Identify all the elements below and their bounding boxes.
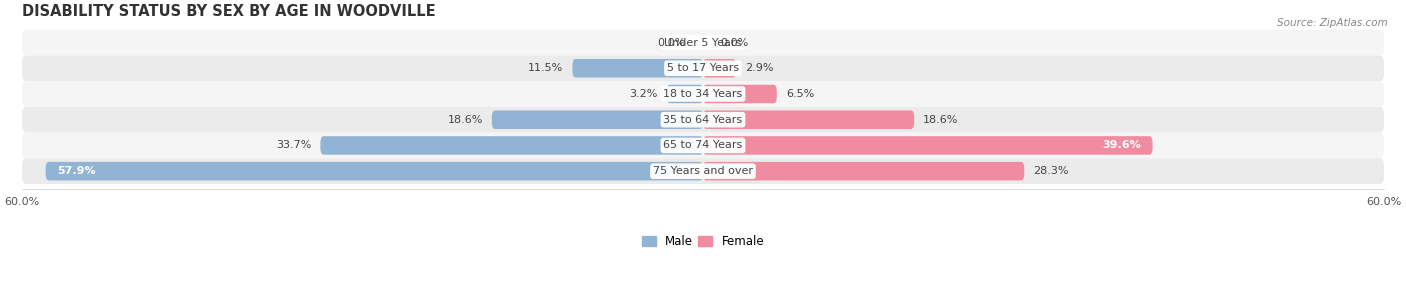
FancyBboxPatch shape (321, 136, 703, 155)
FancyBboxPatch shape (21, 30, 1385, 55)
FancyBboxPatch shape (21, 158, 1385, 184)
Text: 75 Years and over: 75 Years and over (652, 166, 754, 176)
FancyBboxPatch shape (703, 136, 1153, 155)
FancyBboxPatch shape (572, 59, 703, 78)
FancyBboxPatch shape (21, 133, 1385, 158)
Text: DISABILITY STATUS BY SEX BY AGE IN WOODVILLE: DISABILITY STATUS BY SEX BY AGE IN WOODV… (21, 4, 436, 19)
Text: 2.9%: 2.9% (745, 63, 773, 73)
FancyBboxPatch shape (45, 162, 703, 181)
FancyBboxPatch shape (703, 59, 735, 78)
FancyBboxPatch shape (703, 162, 1025, 181)
FancyBboxPatch shape (21, 107, 1385, 133)
Text: 28.3%: 28.3% (1033, 166, 1069, 176)
Text: 35 to 64 Years: 35 to 64 Years (664, 115, 742, 125)
Text: 39.6%: 39.6% (1102, 140, 1142, 150)
Legend: Male, Female: Male, Female (637, 230, 769, 252)
Text: 5 to 17 Years: 5 to 17 Years (666, 63, 740, 73)
Text: 18.6%: 18.6% (447, 115, 482, 125)
Text: 0.0%: 0.0% (658, 37, 686, 47)
Text: 18.6%: 18.6% (924, 115, 959, 125)
FancyBboxPatch shape (666, 85, 703, 103)
Text: 33.7%: 33.7% (276, 140, 311, 150)
FancyBboxPatch shape (21, 55, 1385, 81)
Text: 0.0%: 0.0% (720, 37, 748, 47)
FancyBboxPatch shape (21, 81, 1385, 107)
Text: 11.5%: 11.5% (529, 63, 564, 73)
Text: Source: ZipAtlas.com: Source: ZipAtlas.com (1277, 18, 1388, 28)
Text: 6.5%: 6.5% (786, 89, 814, 99)
FancyBboxPatch shape (703, 85, 776, 103)
Text: 3.2%: 3.2% (630, 89, 658, 99)
FancyBboxPatch shape (703, 110, 914, 129)
Text: Under 5 Years: Under 5 Years (665, 37, 741, 47)
Text: 18 to 34 Years: 18 to 34 Years (664, 89, 742, 99)
Text: 57.9%: 57.9% (58, 166, 96, 176)
Text: 65 to 74 Years: 65 to 74 Years (664, 140, 742, 150)
FancyBboxPatch shape (492, 110, 703, 129)
